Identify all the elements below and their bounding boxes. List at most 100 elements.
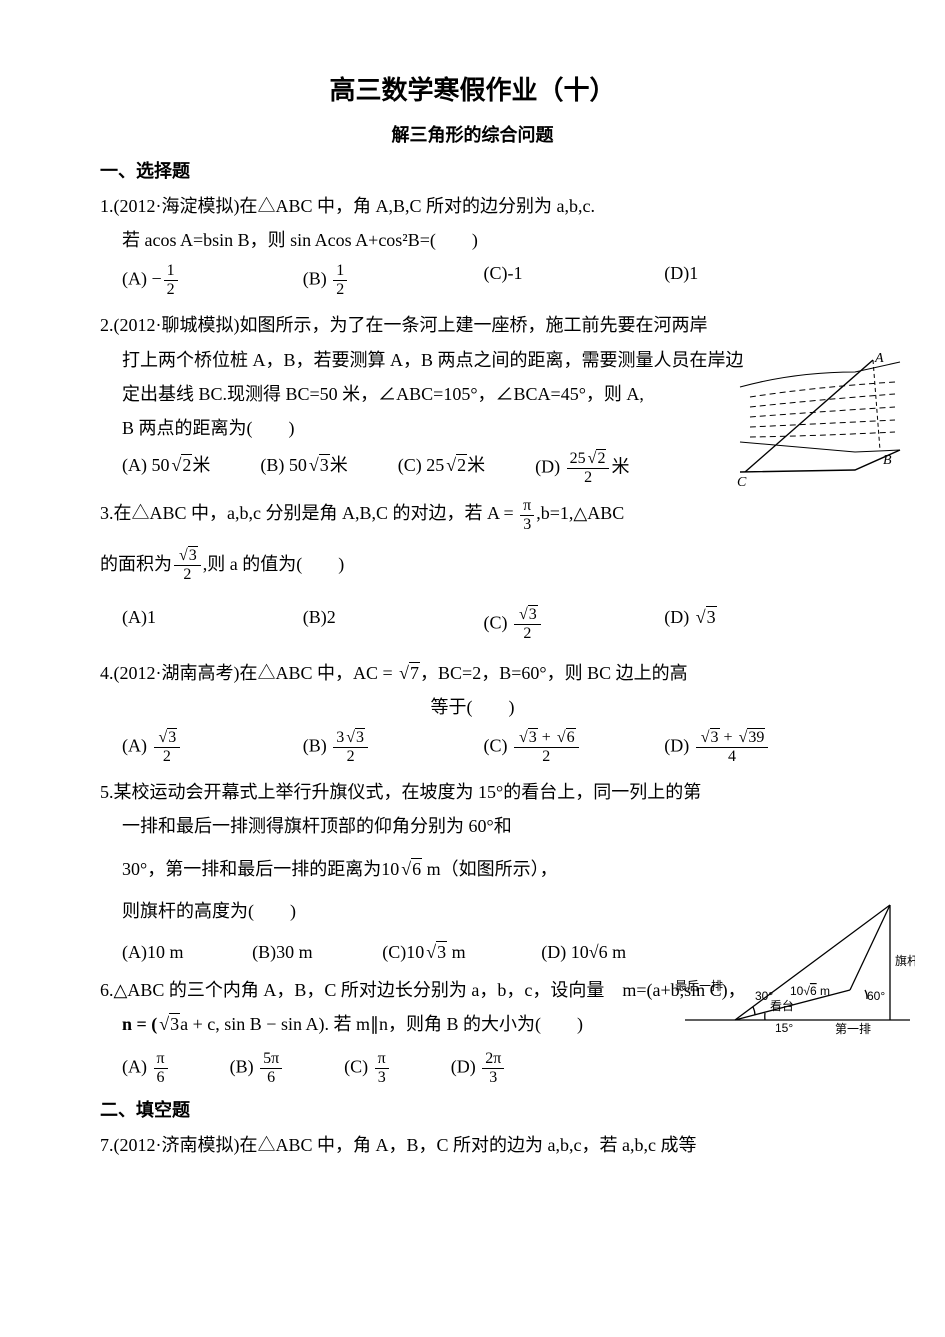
plus: + [720, 729, 737, 746]
fig-label-a: A [874, 352, 884, 366]
sqrt: 6 [399, 852, 422, 886]
fraction: 12 [333, 263, 347, 298]
num-coef: 3 [336, 729, 344, 746]
sqrt: 3 [699, 730, 720, 746]
denominator: 3 [375, 1069, 389, 1086]
q4-line2: 等于( ) [100, 690, 845, 724]
exam-page: 高三数学寒假作业（十） 解三角形的综合问题 一、选择题 1.(2012·海淀模拟… [0, 0, 945, 1337]
q5-opt-c: (C)103 m [382, 942, 541, 963]
radicand: 3 [319, 454, 330, 475]
sqrt: 3 [157, 730, 178, 746]
radicand: 6 [411, 858, 422, 879]
unit: m [447, 942, 466, 962]
denominator: 2 [333, 748, 368, 765]
q5-l3-pre: 30°，第一排和最后一排的距离为10 [122, 859, 399, 879]
radicand: 3 [528, 605, 538, 623]
sqrt: 3 [517, 730, 538, 746]
numerator: 3 [174, 548, 201, 566]
q3-opt-c: (C) 32 [484, 607, 665, 642]
opt-label: (D) [664, 736, 694, 756]
fraction: π3 [520, 498, 534, 533]
denominator: 2 [567, 469, 610, 486]
sqrt: 3 [424, 942, 447, 963]
q4-l1-pre: 4.(2012·湖南高考)在△ABC 中，AC = [100, 663, 397, 683]
radicand: 2 [456, 454, 467, 475]
fraction: 332 [333, 730, 368, 765]
numerator: π [154, 1051, 168, 1069]
denominator: 2 [333, 281, 347, 298]
q2-line4: B 两点的距离为( ) [100, 411, 845, 445]
denominator: 2 [174, 566, 201, 583]
q1-opt-a: (A) −12 [122, 263, 303, 298]
q2-line1: 2.(2012·聊城模拟)如图所示，为了在一条河上建一座桥，施工前先要在河两岸 [100, 308, 845, 342]
section-2-heading: 二、填空题 [100, 1096, 845, 1122]
q1-opt-d: (D)1 [664, 263, 845, 298]
numerator: π [375, 1051, 389, 1069]
radicand: 3 [188, 546, 198, 564]
fraction: π6 [154, 1051, 168, 1086]
opt-label: (A) [122, 736, 152, 756]
opt-label: (C) 25 [398, 455, 445, 475]
q2-opt-d: (D) 2522米 [535, 451, 629, 486]
denominator: 6 [154, 1069, 168, 1086]
fig-label-b: B [883, 453, 892, 468]
sqrt: 39 [737, 730, 766, 746]
q6-options: (A) π6 (B) 5π6 (C) π3 (D) 2π3 [100, 1051, 845, 1086]
opt-label: (D) [664, 607, 694, 627]
q5-line3: 30°，第一排和最后一排的距离为106 m（如图所示）， [100, 852, 845, 886]
q6-opt-b: (B) 5π6 [230, 1051, 285, 1086]
q5-opt-a: (A)10 m [122, 942, 252, 963]
sqrt: 2 [586, 451, 607, 467]
radicand: 3 [436, 941, 447, 962]
numerator: 2π [482, 1051, 504, 1069]
q3-l2-pre: 的面积为 [100, 554, 172, 574]
q4-line1: 4.(2012·湖南高考)在△ABC 中，AC = 7，BC=2，B=60°，则… [100, 656, 845, 690]
opt-label: (B) [303, 736, 332, 756]
q4-opt-c: (C) 3 + 62 [484, 730, 665, 765]
opt-label: (B) [303, 269, 332, 289]
fig-label-c: C [737, 475, 747, 490]
sqrt: 3 [177, 548, 198, 564]
q6-l1-text: 6.△ABC 的三个内角 A，B，C 所对边长分别为 a，b，c，设向量 m=(… [100, 980, 746, 1000]
unit: 米 [467, 455, 485, 475]
sqrt: 3 [157, 1007, 180, 1041]
unit: 米 [330, 455, 348, 475]
q4-opt-a: (A) 32 [122, 730, 303, 765]
q5-line1: 5.某校运动会开幕式上举行升旗仪式，在坡度为 15°的看台上，同一列上的第 [100, 775, 845, 809]
radicand: 3 [706, 606, 717, 627]
radicand: 3 [528, 728, 538, 746]
denominator: 3 [520, 516, 534, 533]
vector-n: n = ( [122, 1014, 157, 1034]
radicand: 2 [181, 454, 192, 475]
numerator: 33 [333, 730, 368, 748]
fraction: 3 + 394 [696, 730, 769, 765]
sqrt: 2 [444, 455, 467, 476]
denominator: 6 [260, 1069, 282, 1086]
q3-options: (A)1 (B)2 (C) 32 (D) 3 [100, 607, 845, 642]
radicand: 2 [596, 449, 606, 467]
sqrt: 6 [555, 730, 576, 746]
radicand: 7 [409, 662, 420, 683]
radicand: 3 [355, 728, 365, 746]
numerator: 1 [164, 263, 178, 281]
fig-dist-pre: 10 [790, 984, 804, 998]
unit: 米 [611, 457, 629, 477]
opt-label: (C) [484, 613, 513, 633]
fig-label-stand: 看台 [770, 998, 794, 1013]
denominator: 2 [164, 281, 178, 298]
radicand: 3 [710, 728, 720, 746]
opt-label: (B) [230, 1057, 259, 1077]
opt-label: (C) [344, 1057, 373, 1077]
page-subtitle: 解三角形的综合问题 [100, 121, 845, 147]
q3-l1-pre: 3.在△ABC 中，a,b,c 分别是角 A,B,C 的对边，若 A = [100, 503, 518, 523]
q3-line1: 3.在△ABC 中，a,b,c 分别是角 A,B,C 的对边，若 A = π3,… [100, 496, 845, 532]
q2-opt-b: (B) 503米 [260, 451, 347, 486]
q6-opt-c: (C) π3 [344, 1051, 391, 1086]
q2-opt-c: (C) 25 2米 [398, 451, 485, 486]
q1-line1: 1.(2012·海淀模拟)在△ABC 中，角 A,B,C 所对的边分别为 a,b… [100, 189, 845, 223]
q7-line1: 7.(2012·济南模拟)在△ABC 中，角 A，B，C 所对的边为 a,b,c… [100, 1128, 845, 1162]
q1-options: (A) −12 (B) 12 (C)-1 (D)1 [100, 263, 845, 298]
radicand: 6 [566, 728, 576, 746]
fraction: π3 [375, 1051, 389, 1086]
fraction: 3 + 62 [514, 730, 579, 765]
